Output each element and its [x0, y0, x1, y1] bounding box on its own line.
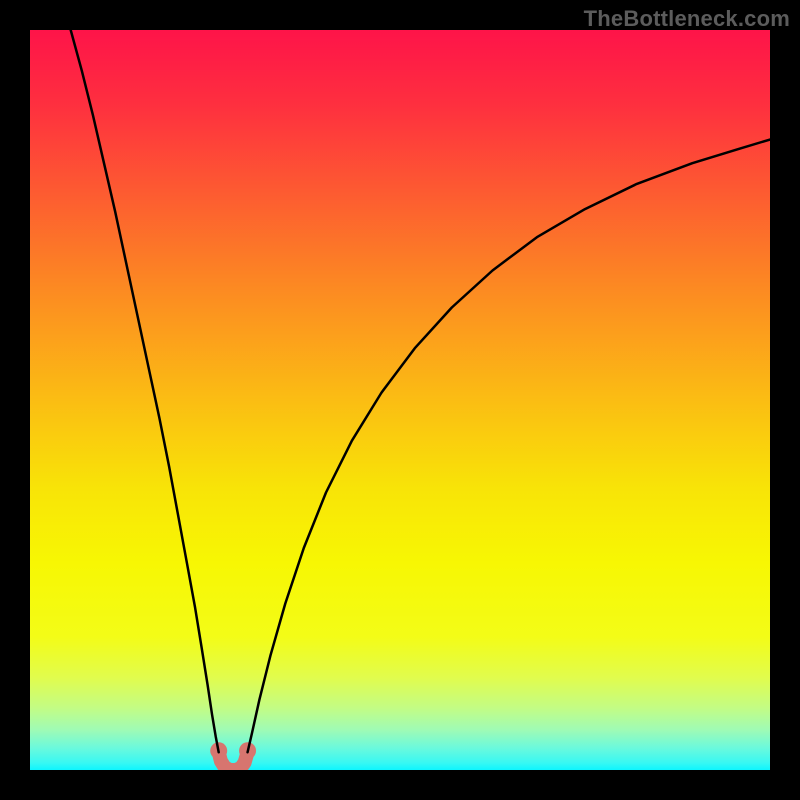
curve-left-branch — [71, 30, 219, 752]
chart-container: TheBottleneck.com — [0, 0, 800, 800]
watermark-label: TheBottleneck.com — [584, 6, 790, 32]
curve-right-branch — [248, 140, 770, 753]
plot-area — [30, 30, 770, 770]
curves-layer — [30, 30, 770, 770]
